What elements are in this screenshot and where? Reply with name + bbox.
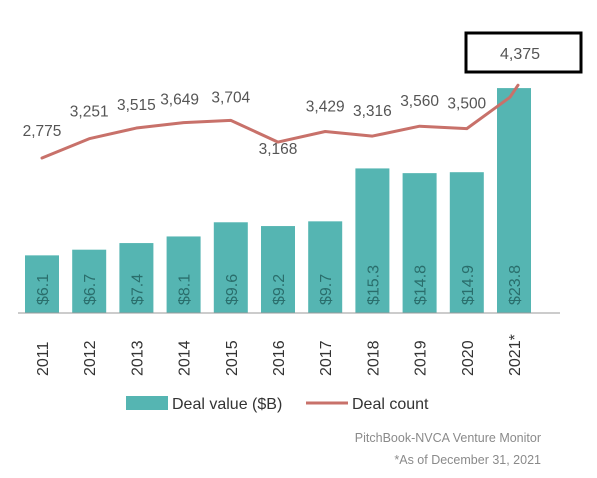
bar-value-label-2020: $14.9 bbox=[460, 265, 477, 305]
bar-value-label-2016: $9.2 bbox=[271, 274, 288, 305]
bar-value-label-2019: $14.8 bbox=[413, 265, 430, 305]
deal-value-bar-2013 bbox=[119, 243, 154, 313]
bar-value-label-2014: $8.1 bbox=[177, 274, 194, 305]
x-tick-label-2014: 2014 bbox=[177, 340, 194, 376]
x-tick-label-2013: 2013 bbox=[129, 340, 146, 376]
deal-count-label-2016: 3,168 bbox=[259, 141, 298, 158]
x-tick-label-2020: 2020 bbox=[460, 340, 477, 376]
deal-value-bar-2015 bbox=[213, 222, 248, 313]
highlight-box bbox=[464, 31, 583, 74]
x-tick-label-2012: 2012 bbox=[82, 340, 99, 376]
x-tick-label-2015: 2015 bbox=[224, 340, 241, 376]
deal-value-bar-2020 bbox=[449, 172, 484, 313]
legend-swatch-deal-value bbox=[126, 396, 168, 410]
deal-value-bar-2018 bbox=[355, 168, 390, 313]
deal-count-label-2018: 3,316 bbox=[353, 103, 392, 120]
deal-count-label-2019: 3,560 bbox=[400, 93, 439, 110]
x-tick-label-2019: 2019 bbox=[413, 340, 430, 376]
bar-value-label-2018: $15.3 bbox=[365, 265, 382, 305]
x-tick-label-2018: 2018 bbox=[365, 340, 382, 376]
as-of-note: *As of December 31, 2021 bbox=[394, 453, 541, 467]
deal-count-line bbox=[40, 83, 520, 160]
legend-label-deal-count: Deal count bbox=[352, 396, 429, 413]
x-tick-label-2016: 2016 bbox=[271, 340, 288, 376]
deal-count-label-2020: 3,500 bbox=[447, 96, 486, 113]
legend-label-deal-value: Deal value ($B) bbox=[172, 396, 282, 413]
bar-value-label-2017: $9.7 bbox=[318, 274, 335, 305]
deal-value-bar-2019 bbox=[402, 173, 437, 313]
x-tick-label-2011: 2011 bbox=[35, 341, 52, 376]
deal-value-bar-2011 bbox=[25, 255, 59, 313]
deal-value-bar-2012 bbox=[72, 249, 107, 313]
deal-value-bar-2016 bbox=[261, 226, 295, 313]
deal-value-bar-2014 bbox=[166, 236, 201, 313]
deal-count-label-2014: 3,649 bbox=[160, 92, 199, 109]
bar-value-label-2015: $9.6 bbox=[224, 274, 241, 305]
x-tick-label-2021*: 2021* bbox=[507, 334, 524, 376]
x-tick-label-2017: 2017 bbox=[318, 340, 335, 376]
deal-count-label-2021: 4,375 bbox=[500, 46, 540, 63]
bar-value-label-2012: $6.7 bbox=[82, 274, 99, 305]
deal-value-bar-2021* bbox=[497, 88, 531, 313]
bar-value-label-2013: $7.4 bbox=[129, 274, 146, 305]
deal-count-label-2011: 2,775 bbox=[23, 123, 62, 140]
deal-count-label-2015: 3,704 bbox=[211, 89, 250, 106]
deal-count-label-2013: 3,515 bbox=[117, 97, 156, 114]
deal-value-bar-2017 bbox=[308, 221, 343, 313]
bar-value-label-2011: $6.1 bbox=[35, 274, 52, 305]
bar-value-label-2021*: $23.8 bbox=[507, 265, 524, 305]
deal-count-label-2012: 3,251 bbox=[70, 104, 109, 121]
deal-count-label-2017: 3,429 bbox=[306, 99, 345, 116]
source-credit: PitchBook-NVCA Venture Monitor bbox=[354, 431, 541, 445]
